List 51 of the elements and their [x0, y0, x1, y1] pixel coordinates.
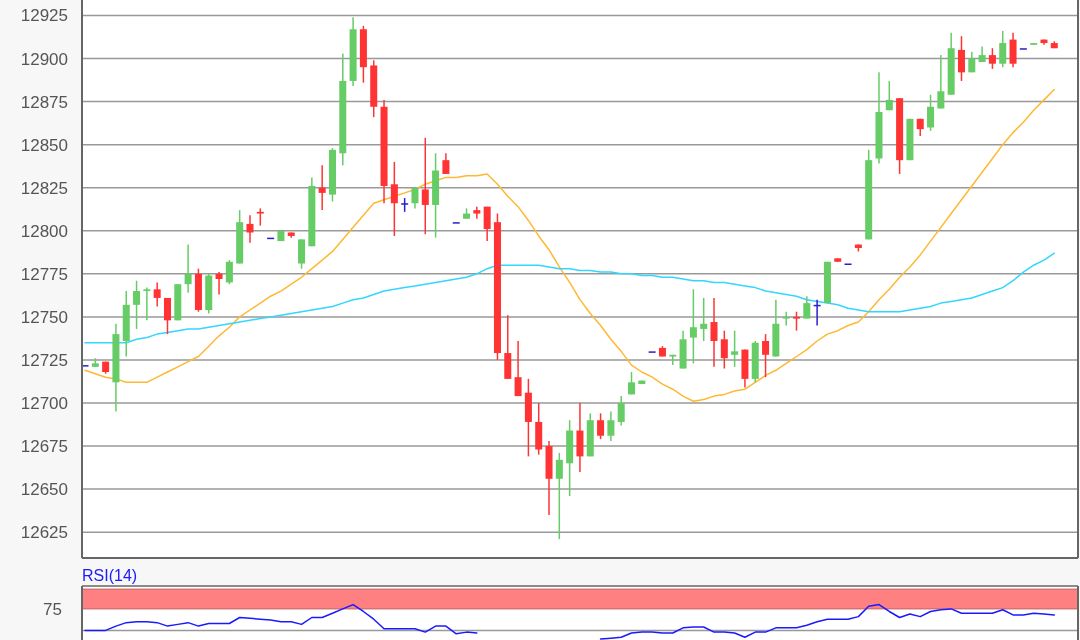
candlestick	[215, 271, 223, 296]
y-tick-label: 12875	[20, 92, 68, 112]
candlestick	[483, 205, 491, 242]
candlestick	[957, 35, 965, 82]
y-tick-label: 12750	[20, 307, 68, 327]
candlestick	[421, 137, 429, 235]
candlestick	[143, 286, 151, 322]
candlestick	[163, 297, 171, 335]
candlestick	[225, 259, 233, 285]
y-tick-label: 12800	[20, 221, 68, 241]
candlestick	[720, 329, 728, 370]
candlestick	[999, 30, 1007, 68]
y-tick-label: 12775	[20, 264, 68, 284]
candlestick	[700, 297, 708, 342]
y-tick-label: 12850	[20, 135, 68, 155]
candlestick	[390, 161, 398, 237]
line-series	[84, 88, 1056, 403]
y-tick-label: 12725	[20, 350, 68, 370]
candlestick	[988, 47, 996, 70]
chart-title: RSI(14)	[82, 567, 138, 584]
y-tick-label: 12700	[20, 393, 68, 413]
candlestick	[689, 288, 697, 365]
candlestick	[442, 152, 450, 175]
candlestick	[710, 297, 718, 368]
candlestick	[597, 412, 605, 440]
candlestick	[514, 340, 522, 397]
candlestick	[184, 243, 192, 294]
candlestick	[669, 354, 677, 366]
candlestick	[617, 395, 625, 427]
y-tick-label: 12650	[20, 480, 68, 500]
candlestick	[246, 214, 254, 244]
candlestick	[318, 164, 326, 211]
y-tick-label: 12825	[20, 178, 68, 198]
candlestick	[885, 80, 893, 111]
text: 75	[43, 599, 62, 619]
candlestick	[762, 333, 770, 378]
candlestick	[927, 93, 935, 132]
y-tick-label: 12625	[20, 523, 68, 543]
candlestick	[937, 54, 945, 110]
candlestick	[607, 410, 615, 442]
y-tick-label: 12675	[20, 437, 68, 457]
y-tick-label: 12900	[20, 49, 68, 69]
candlestick	[133, 279, 141, 330]
candlestick	[731, 329, 739, 368]
line-series	[84, 252, 1056, 344]
candlestick	[555, 452, 563, 540]
candlestick	[782, 310, 790, 327]
candlestick	[153, 281, 161, 308]
y-tick-label: 12925	[20, 6, 68, 26]
candlestick	[803, 295, 811, 320]
candlestick	[792, 310, 800, 332]
